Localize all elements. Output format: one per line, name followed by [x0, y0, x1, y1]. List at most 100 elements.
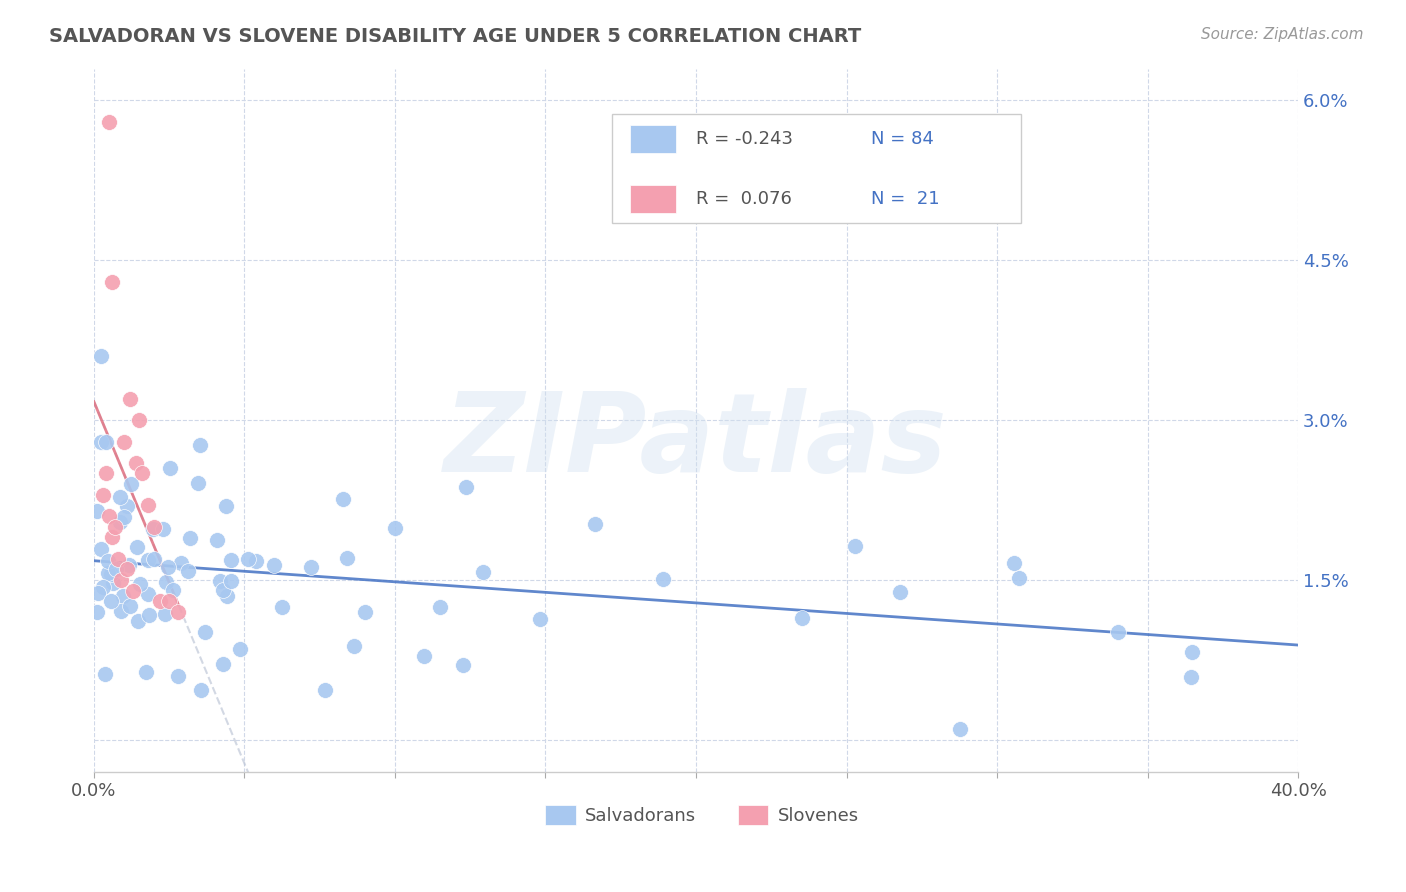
Point — [118, 392, 141, 406]
Point — [149, 594, 172, 608]
Point — [136, 587, 159, 601]
Point — [177, 564, 200, 578]
Point — [125, 456, 148, 470]
Point — [98, 509, 121, 524]
Point — [211, 657, 233, 671]
Point — [107, 551, 129, 566]
Point — [104, 520, 127, 534]
Point — [91, 580, 114, 594]
Bar — [630, 185, 675, 212]
Point — [96, 434, 118, 449]
Point — [112, 434, 135, 449]
Point — [332, 492, 354, 507]
Point — [101, 575, 124, 590]
Point — [245, 554, 267, 568]
Point — [136, 553, 159, 567]
FancyBboxPatch shape — [612, 114, 1021, 223]
Point — [471, 565, 494, 579]
Point — [263, 558, 285, 573]
Point — [215, 590, 238, 604]
Point — [155, 607, 177, 621]
Point — [125, 540, 148, 554]
Point — [170, 557, 193, 571]
Point — [86, 605, 108, 619]
Point — [152, 522, 174, 536]
Point — [219, 553, 242, 567]
Point — [205, 533, 228, 547]
Point — [456, 480, 478, 494]
Point — [354, 605, 377, 619]
Point — [91, 488, 114, 502]
Point — [162, 583, 184, 598]
Point — [336, 551, 359, 566]
Point — [86, 586, 108, 600]
Point — [98, 115, 121, 129]
Point — [1181, 645, 1204, 659]
Point — [155, 574, 177, 589]
Point — [236, 552, 259, 566]
Point — [384, 521, 406, 535]
Point — [120, 476, 142, 491]
Point — [949, 723, 972, 737]
Point — [90, 434, 112, 449]
Point — [219, 574, 242, 588]
Point — [844, 539, 866, 553]
Point — [131, 467, 153, 481]
Point — [790, 610, 813, 624]
Text: ZIPatlas: ZIPatlas — [444, 388, 948, 495]
Point — [90, 541, 112, 556]
Point — [889, 584, 911, 599]
Point — [100, 566, 122, 581]
Point — [188, 438, 211, 452]
Point — [120, 599, 142, 613]
Point — [343, 639, 366, 653]
Point — [167, 669, 190, 683]
Text: R = -0.243: R = -0.243 — [696, 130, 793, 148]
Bar — [546, 805, 575, 824]
Point — [429, 599, 451, 614]
Point — [110, 491, 132, 505]
Point — [94, 667, 117, 681]
Point — [142, 522, 165, 536]
Point — [194, 625, 217, 640]
Point — [138, 607, 160, 622]
Text: N =  21: N = 21 — [870, 190, 939, 208]
Point — [190, 682, 212, 697]
Point — [115, 562, 138, 576]
Text: Salvadorans: Salvadorans — [585, 806, 696, 824]
Point — [208, 574, 231, 588]
Point — [157, 594, 180, 608]
Point — [135, 665, 157, 679]
Bar — [630, 125, 675, 153]
Bar — [738, 805, 768, 824]
Point — [127, 615, 149, 629]
Point — [94, 467, 117, 481]
Point — [212, 582, 235, 597]
Point — [142, 551, 165, 566]
Point — [179, 531, 201, 545]
Point — [143, 520, 166, 534]
Text: Source: ZipAtlas.com: Source: ZipAtlas.com — [1201, 27, 1364, 42]
Point — [96, 554, 118, 568]
Point — [156, 559, 179, 574]
Text: Slovenes: Slovenes — [778, 806, 859, 824]
Text: SALVADORAN VS SLOVENE DISABILITY AGE UNDER 5 CORRELATION CHART: SALVADORAN VS SLOVENE DISABILITY AGE UND… — [49, 27, 862, 45]
Point — [111, 590, 134, 604]
Text: R =  0.076: R = 0.076 — [696, 190, 792, 208]
Point — [128, 413, 150, 427]
Point — [110, 573, 132, 587]
Point — [110, 603, 132, 617]
Point — [104, 562, 127, 576]
Point — [101, 275, 124, 289]
Point — [159, 461, 181, 475]
Point — [299, 559, 322, 574]
Point — [100, 594, 122, 608]
Point — [118, 558, 141, 573]
Point — [1007, 571, 1029, 585]
Point — [136, 499, 159, 513]
Point — [1002, 556, 1025, 570]
Point — [271, 600, 294, 615]
Point — [314, 683, 336, 698]
Point — [86, 503, 108, 517]
Point — [413, 648, 436, 663]
